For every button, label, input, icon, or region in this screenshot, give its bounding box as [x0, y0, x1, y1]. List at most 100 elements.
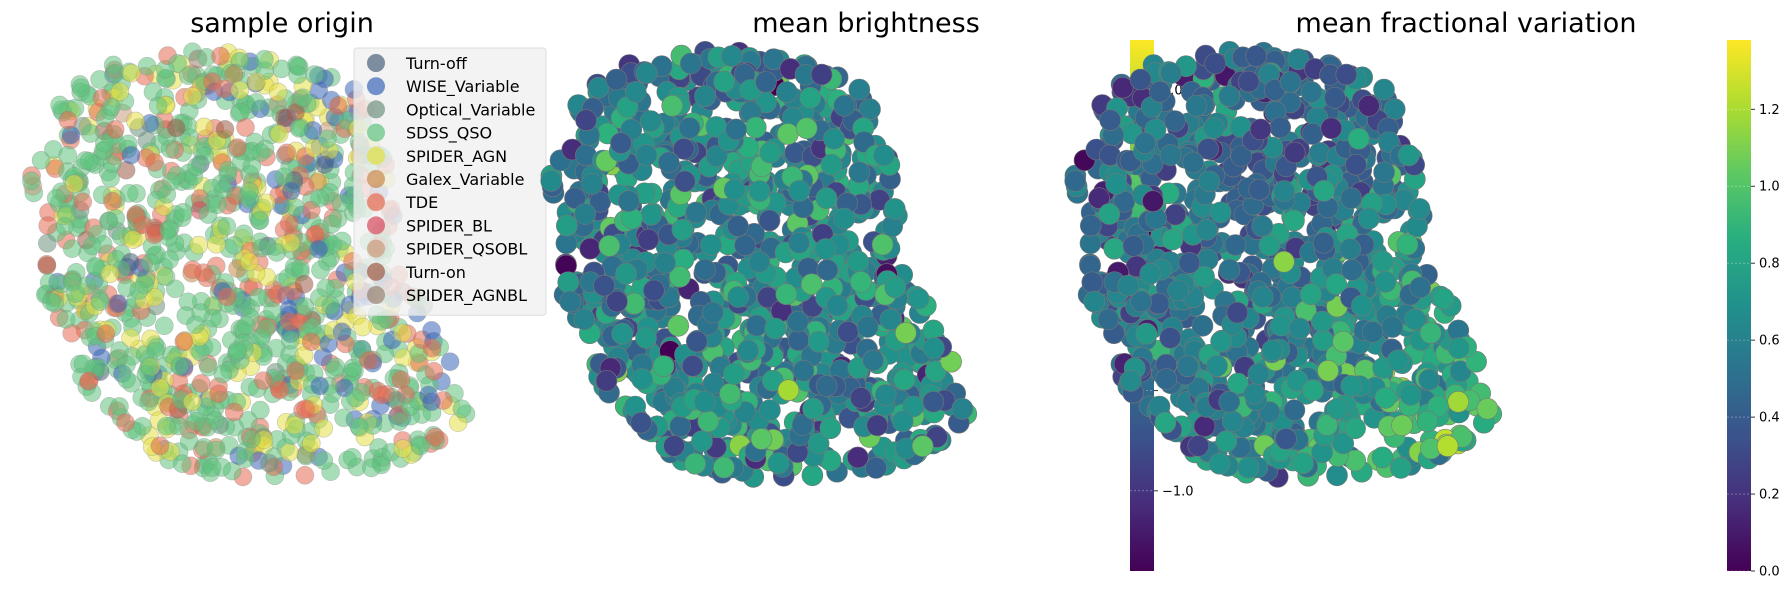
scatter-point: [281, 233, 301, 253]
scatter-point: [315, 155, 335, 175]
scatter-point: [189, 235, 209, 255]
scatter-point: [1398, 144, 1420, 167]
legend-label: Galex_Variable: [406, 170, 524, 190]
scatter-point: [246, 72, 266, 92]
colorbar-tick-label: 0.0: [1759, 565, 1780, 580]
scatter-point: [1218, 258, 1241, 281]
scatter-point: [246, 93, 266, 112]
scatter-point: [224, 235, 244, 255]
scatter-point: [1308, 142, 1331, 164]
scatter-point: [847, 250, 869, 273]
scatter-point: [295, 297, 315, 316]
scatter-point: [224, 64, 244, 84]
legend-label: WISE_Variable: [406, 77, 520, 97]
scatter-point: [702, 372, 725, 395]
scatter-point: [657, 151, 680, 174]
scatter-point: [871, 233, 894, 256]
scatter-point: [301, 434, 321, 453]
scatter-point: [256, 319, 276, 338]
scatter-point: [359, 350, 378, 370]
scatter-point: [217, 216, 237, 236]
scatter-point: [1191, 314, 1214, 337]
scatter-point: [422, 338, 442, 358]
scatter-point: [31, 150, 51, 170]
legend-marker: [367, 216, 385, 235]
scatter-point: [1203, 117, 1225, 139]
scatter-point: [1167, 279, 1189, 302]
scatter-point: [652, 355, 675, 378]
scatter-point: [324, 360, 344, 380]
scatter-point: [217, 287, 237, 307]
scatter-point: [1119, 369, 1142, 392]
scatter-points-mean-fractional-variation: [1064, 40, 1503, 488]
scatter-point: [637, 228, 660, 251]
scatter-point: [117, 369, 136, 389]
scatter-point: [160, 250, 179, 269]
scatter-point: [242, 156, 262, 176]
colorbar-gradient: [1727, 40, 1751, 571]
scatter-point: [951, 397, 974, 420]
scatter-point: [873, 144, 895, 167]
panel-sample-origin: sample origin Turn-off WISE_Variable Optic…: [22, 8, 547, 487]
scatter-point: [1371, 446, 1394, 469]
scatter-point: [41, 292, 61, 311]
scatter-point: [195, 146, 215, 166]
scatter-point: [700, 234, 722, 256]
scatter-point: [1160, 62, 1182, 84]
scatter-point: [1155, 368, 1178, 390]
scatter-point: [1149, 81, 1171, 103]
scatter-point: [1164, 203, 1187, 226]
scatter-point: [727, 215, 749, 237]
scatter-point: [288, 65, 307, 85]
scatter-point: [631, 368, 653, 390]
scatter-point: [58, 110, 78, 130]
scatter-point: [281, 181, 301, 201]
scatter-point: [250, 400, 270, 420]
scatter-point: [575, 109, 597, 131]
legend-marker: [367, 54, 385, 72]
scatter-point: [1371, 250, 1394, 273]
scatter-point: [161, 172, 181, 191]
scatter-point: [1103, 237, 1126, 260]
scatter-point: [1159, 327, 1181, 349]
scatter-point: [1080, 214, 1102, 237]
scatter-point: [555, 214, 578, 237]
scatter-point: [289, 118, 309, 138]
scatter-point: [90, 292, 110, 311]
scatter-point: [96, 324, 116, 344]
scatter-point: [1344, 417, 1366, 440]
scatter-point: [280, 330, 300, 350]
scatter-point: [123, 230, 143, 249]
scatter-point: [126, 111, 145, 131]
scatter-point: [1312, 232, 1335, 254]
scatter-point: [174, 332, 194, 351]
scatter-point: [228, 138, 247, 157]
scatter-point: [410, 436, 430, 456]
scatter-point: [191, 303, 211, 322]
scatter-point: [1088, 187, 1110, 209]
scatter-point: [1432, 287, 1455, 310]
scatter-point: [1283, 141, 1306, 164]
scatter-point: [311, 260, 330, 280]
scatter-point: [727, 286, 750, 308]
scatter-point: [1237, 456, 1260, 479]
scatter-point: [667, 314, 690, 337]
scatter-point: [1248, 178, 1270, 201]
scatter-point: [1317, 359, 1339, 382]
scatter-point: [1198, 170, 1220, 193]
scatter-point: [1117, 274, 1139, 297]
scatter-point: [173, 203, 193, 222]
scatter-point: [1139, 262, 1162, 285]
scatter-point: [268, 284, 287, 304]
scatter-point: [1206, 355, 1228, 377]
scatter-point: [1154, 411, 1177, 434]
scatter-point: [71, 78, 91, 98]
scatter-point: [1324, 87, 1346, 109]
scatter-point: [150, 378, 170, 398]
scatter-point: [1301, 123, 1324, 145]
scatter-point: [285, 415, 304, 435]
scatter-point: [642, 279, 665, 302]
scatter-point: [389, 412, 409, 431]
scatter-point: [239, 252, 259, 272]
